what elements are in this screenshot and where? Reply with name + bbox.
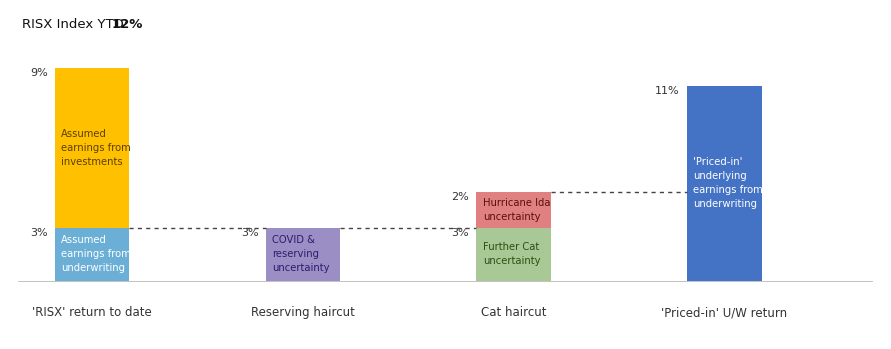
Bar — [687, 86, 762, 281]
Bar — [55, 68, 129, 228]
Text: 12%: 12% — [112, 18, 143, 31]
Text: 'Priced-in' U/W return: 'Priced-in' U/W return — [661, 306, 788, 319]
Bar — [55, 228, 129, 281]
Bar — [477, 192, 551, 228]
Text: COVID &
reserving
uncertainty: COVID & reserving uncertainty — [272, 235, 330, 273]
Text: 9%: 9% — [29, 68, 47, 79]
Text: 3%: 3% — [241, 228, 258, 238]
Text: 11%: 11% — [655, 86, 680, 96]
Text: Cat haircut: Cat haircut — [481, 306, 546, 319]
Text: RISX Index YTD:: RISX Index YTD: — [22, 18, 133, 31]
Text: 'Priced-in'
underlying
earnings from
underwriting: 'Priced-in' underlying earnings from und… — [693, 157, 764, 209]
Text: Further Cat
uncertainty: Further Cat uncertainty — [483, 242, 540, 266]
Text: Reserving haircut: Reserving haircut — [251, 306, 355, 319]
Text: Hurricane Ida
uncertainty: Hurricane Ida uncertainty — [483, 198, 550, 222]
Text: Assumed
earnings from
underwriting: Assumed earnings from underwriting — [61, 235, 131, 273]
Bar — [266, 228, 340, 281]
Text: 3%: 3% — [30, 228, 47, 238]
Text: Assumed
earnings from
investments: Assumed earnings from investments — [61, 129, 131, 167]
Bar — [477, 228, 551, 281]
Text: 2%: 2% — [452, 192, 469, 202]
Text: 3%: 3% — [452, 228, 469, 238]
Text: 'RISX' return to date: 'RISX' return to date — [32, 306, 152, 319]
